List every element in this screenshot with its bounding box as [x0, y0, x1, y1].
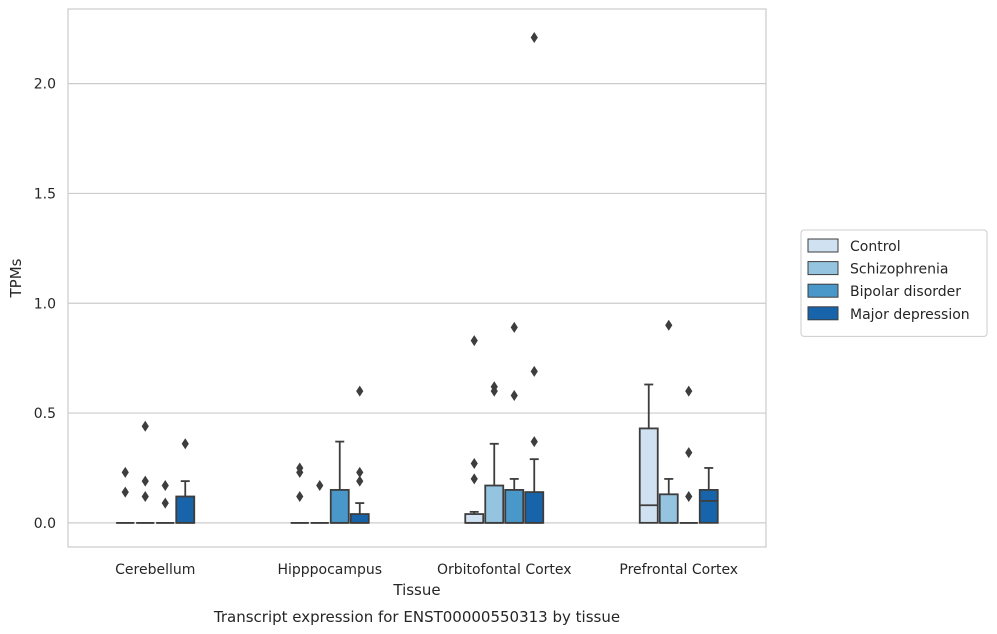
- y-tick-label: 0.0: [34, 516, 56, 532]
- y-tick-label: 1.5: [34, 186, 56, 202]
- y-axis-label: TPMs: [7, 258, 25, 298]
- legend-label: Control: [850, 239, 901, 255]
- x-tick-label: Orbitofontal Cortex: [437, 562, 572, 578]
- box-control: [638, 383, 659, 524]
- outlier-point: [356, 385, 364, 397]
- y-tick-label: 1.0: [34, 296, 56, 312]
- legend-swatch: [807, 283, 839, 298]
- x-axis-label: Tissue: [392, 581, 440, 599]
- outlier-point: [685, 385, 693, 397]
- outlier-point: [141, 490, 149, 502]
- legend-frame: [800, 229, 988, 337]
- box-major-depression: [698, 467, 719, 524]
- box-control: [464, 335, 485, 524]
- outlier-point: [121, 466, 129, 478]
- box-schizophrenia: [658, 319, 679, 524]
- outlier-point: [470, 473, 478, 485]
- box-body: [504, 489, 525, 524]
- y-tick-label: 0.5: [34, 406, 56, 422]
- box-control: [290, 462, 309, 524]
- box-body: [658, 493, 679, 524]
- outlier-point: [121, 486, 129, 498]
- box-body: [175, 495, 196, 524]
- outlier-point: [356, 475, 364, 487]
- box-body: [349, 513, 370, 524]
- legend-label: Major depression: [850, 307, 970, 323]
- outlier-point: [665, 319, 673, 331]
- box-major-depression: [349, 385, 370, 524]
- box-control: [116, 466, 135, 524]
- box-body: [484, 484, 505, 524]
- outlier-point: [296, 490, 304, 502]
- box-body: [329, 489, 350, 524]
- outlier-point: [530, 436, 538, 448]
- box-body: [524, 491, 545, 524]
- outlier-point: [470, 335, 478, 347]
- outlier-point: [296, 466, 304, 478]
- box-groups: [116, 32, 719, 524]
- outlier-point: [685, 490, 693, 502]
- legend-label: Bipolar disorder: [850, 284, 961, 300]
- box-schizophrenia: [310, 480, 329, 524]
- x-tick-label: Hipppocampus: [277, 562, 382, 578]
- x-tick-label: Prefrontal Cortex: [619, 562, 738, 578]
- legend: Control Schizophrenia Bipolar disorder Majo…: [800, 229, 988, 337]
- outlier-point: [685, 447, 693, 459]
- y-tick-label: 2.0: [34, 77, 56, 93]
- outlier-point: [141, 420, 149, 432]
- legend-swatch: [807, 306, 839, 321]
- plot-frame: [67, 8, 767, 548]
- box-schizophrenia: [484, 381, 505, 524]
- legend-label: Schizophrenia: [850, 262, 948, 278]
- outlier-point: [530, 32, 538, 44]
- box-body: [638, 427, 659, 524]
- y-tick-labels: 0.0 0.5 1.0 1.5 2.0: [34, 77, 56, 532]
- outlier-point: [356, 466, 364, 478]
- box-major-depression: [175, 438, 196, 524]
- grid-lines: [68, 83, 766, 524]
- outlier-point: [510, 389, 518, 401]
- x-tick-labels: Cerebellum Hipppocampus Orbitofontal Corte…: [115, 562, 738, 578]
- box-bipolar-disorder: [504, 321, 525, 524]
- box-bipolar-disorder: [679, 385, 698, 524]
- outlier-point: [181, 438, 189, 450]
- box-major-depression: [524, 32, 545, 524]
- outlier-point: [510, 321, 518, 333]
- outlier-point: [530, 365, 538, 377]
- outlier-point: [316, 480, 324, 492]
- chart-caption: Transcript expression for ENST0000055031…: [213, 608, 620, 626]
- box-bipolar-disorder: [156, 480, 175, 524]
- box-body: [698, 489, 719, 524]
- outlier-point: [141, 475, 149, 487]
- outlier-point: [470, 458, 478, 470]
- x-tick-label: Cerebellum: [115, 562, 195, 578]
- legend-swatch: [807, 261, 839, 276]
- box-schizophrenia: [136, 420, 155, 524]
- outlier-point: [490, 385, 498, 397]
- legend-swatch: [807, 238, 839, 253]
- box-bipolar-disorder: [329, 440, 350, 524]
- outlier-point: [161, 480, 169, 492]
- outlier-point: [161, 497, 169, 509]
- box-body: [464, 513, 485, 524]
